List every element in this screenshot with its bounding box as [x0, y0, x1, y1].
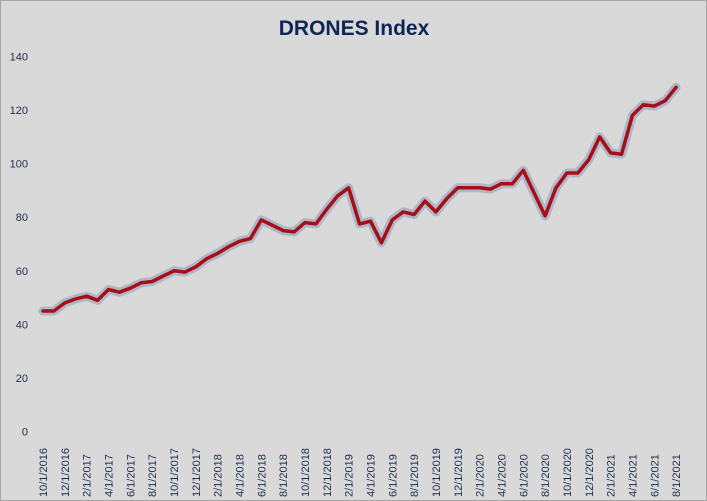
x-tick-label: 10/1/2020 [562, 448, 574, 497]
x-tick-label: 4/1/2020 [496, 454, 508, 497]
x-tick-label: 4/1/2018 [234, 454, 246, 497]
x-tick-label: 2/1/2019 [344, 454, 356, 497]
x-tick-label: 6/1/2018 [256, 454, 268, 497]
x-tick-label: 8/1/2020 [540, 454, 552, 497]
y-tick-label: 60 [16, 266, 28, 278]
y-axis: 0 20 40 60 80 100 120 140 [10, 52, 28, 439]
y-tick-label: 140 [10, 52, 28, 64]
x-tick-label: 10/1/2018 [300, 448, 312, 497]
plot-area [38, 82, 681, 316]
x-tick-label: 12/1/2018 [322, 448, 334, 497]
x-tick-label: 10/1/2019 [431, 448, 443, 497]
x-tick-label: 6/1/2021 [649, 454, 661, 497]
series-line [41, 85, 678, 313]
x-tick-label: 10/1/2017 [169, 448, 181, 497]
x-tick-label: 4/1/2021 [627, 454, 639, 497]
x-tick-label: 12/1/2016 [60, 448, 72, 497]
x-axis: 10/1/2016 12/1/2016 2/1/2017 4/1/2017 6/1/20… [38, 448, 683, 497]
y-tick-label: 40 [16, 319, 28, 331]
chart-title: DRONES Index [279, 17, 430, 40]
series-line-glow [38, 82, 681, 316]
x-tick-label: 12/1/2019 [453, 448, 465, 497]
y-tick-label: 80 [16, 212, 28, 224]
x-tick-label: 8/1/2018 [278, 454, 290, 497]
x-tick-label: 6/1/2019 [387, 454, 399, 497]
x-tick-label: 8/1/2017 [147, 454, 159, 497]
x-tick-label: 2/1/2018 [213, 454, 225, 497]
x-tick-label: 4/1/2017 [103, 454, 115, 497]
x-tick-label: 8/1/2019 [409, 454, 421, 497]
x-tick-label: 12/1/2017 [191, 448, 203, 497]
x-tick-label: 2/1/2017 [82, 454, 94, 497]
x-tick-label: 10/1/2016 [38, 448, 50, 497]
x-tick-label: 12/1/2020 [584, 448, 596, 497]
x-tick-label: 8/1/2021 [671, 454, 683, 497]
y-tick-label: 100 [10, 159, 28, 171]
x-tick-label: 6/1/2020 [518, 454, 530, 497]
x-tick-label: 4/1/2019 [365, 454, 377, 497]
x-tick-label: 2/1/2020 [475, 454, 487, 497]
x-tick-label: 2/1/2021 [606, 454, 618, 497]
y-tick-label: 20 [16, 373, 28, 385]
y-tick-label: 0 [22, 427, 28, 439]
x-tick-label: 6/1/2017 [125, 454, 137, 497]
y-tick-label: 120 [10, 105, 28, 117]
